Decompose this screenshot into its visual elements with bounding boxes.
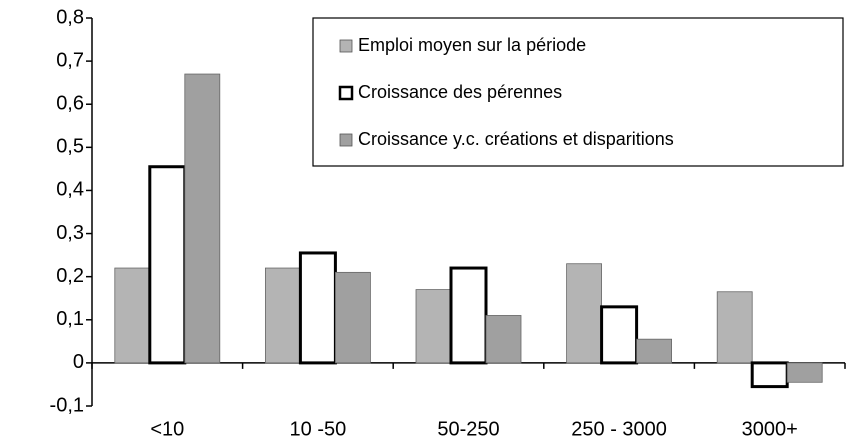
y-tick-label: 0,5 (56, 136, 84, 158)
legend-label: Croissance des pérennes (358, 82, 562, 102)
legend-box (312, 17, 844, 167)
bar (716, 291, 753, 364)
y-tick-label: 0,3 (56, 222, 84, 244)
x-tick-label: 10 -50 (290, 418, 347, 440)
y-tick-label: 0,1 (56, 308, 84, 330)
legend-label: Croissance y.c. créations et disparition… (358, 129, 674, 149)
bar (298, 251, 337, 365)
x-tick-label: 3000+ (742, 418, 798, 440)
bar (114, 267, 151, 364)
bar (566, 263, 602, 364)
x-tick-label: 50-250 (437, 418, 499, 440)
y-tick-label: 0,6 (56, 93, 84, 115)
y-tick-label: 0 (73, 351, 84, 373)
bar (334, 271, 371, 364)
y-tick-label: -0,1 (50, 394, 84, 416)
bar (786, 362, 823, 383)
bar (449, 266, 488, 365)
y-tick-label: 0,4 (56, 179, 84, 201)
x-tick-label: 250 - 3000 (571, 418, 667, 440)
bar (636, 338, 672, 364)
legend-swatch (339, 39, 353, 53)
bar (184, 73, 221, 364)
legend-swatch (338, 85, 354, 101)
y-tick-label: 0,8 (56, 6, 84, 28)
bar (750, 361, 789, 389)
x-tick-label: <10 (150, 418, 184, 440)
bar (415, 289, 452, 364)
y-tick-label: 0,7 (56, 49, 84, 71)
bar (148, 165, 187, 365)
legend-swatch (339, 133, 353, 147)
legend-label: Emploi moyen sur la période (358, 35, 586, 55)
y-tick-label: 0,2 (56, 265, 84, 287)
bar (485, 315, 522, 364)
bar (264, 267, 301, 364)
bar (600, 305, 639, 365)
